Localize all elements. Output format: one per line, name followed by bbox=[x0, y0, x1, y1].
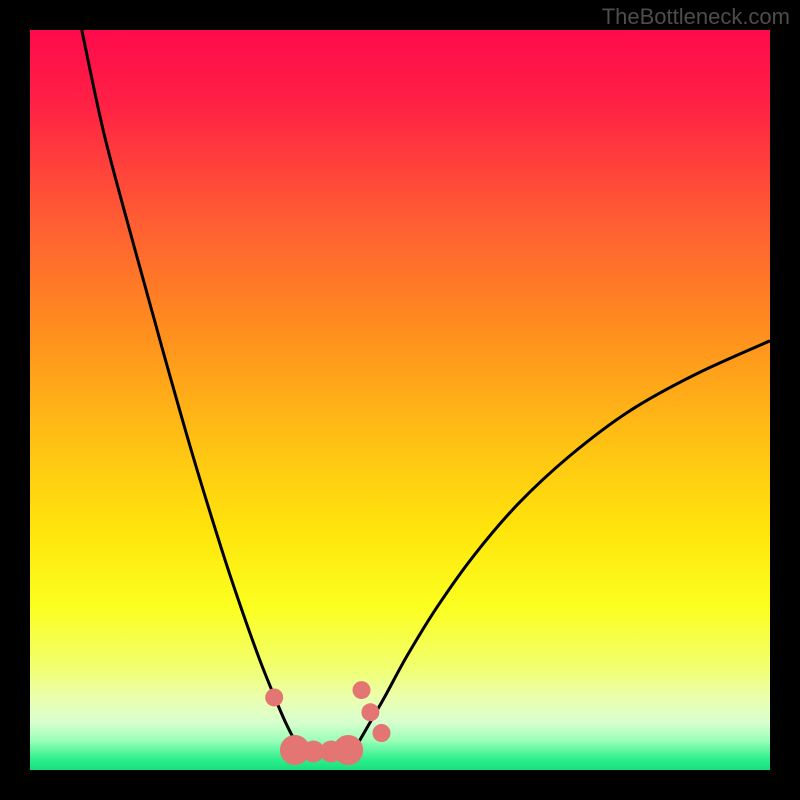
chart-canvas: TheBottleneck.com bbox=[0, 0, 800, 800]
plot-area bbox=[30, 30, 770, 770]
chart-svg bbox=[30, 30, 770, 770]
marker-dot bbox=[373, 724, 391, 742]
gradient-background bbox=[30, 30, 770, 770]
marker-dot bbox=[353, 681, 371, 699]
marker-dot bbox=[361, 703, 379, 721]
marker-dot bbox=[265, 688, 283, 706]
watermark-text: TheBottleneck.com bbox=[602, 4, 790, 30]
marker-cap bbox=[333, 735, 363, 765]
